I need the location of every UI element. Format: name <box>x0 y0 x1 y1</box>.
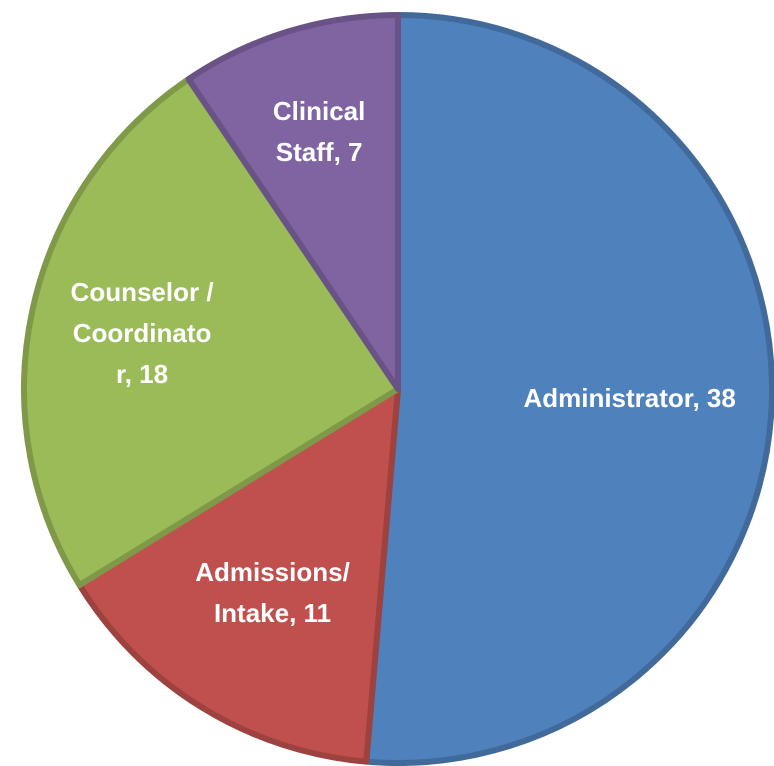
data-label-wrap: Clinical Staff, 7 <box>254 22 384 242</box>
data-label-wrap: Counselor / Coordinator, 18 <box>70 224 215 444</box>
data-label-box: Admissions/ Intake, 11 <box>193 483 353 703</box>
data-label: Clinical Staff, 7 <box>272 95 366 167</box>
data-label-box: Clinical Staff, 7 <box>254 22 384 242</box>
pie-slice <box>76 386 401 765</box>
data-label-wrap: Administrator, 38 <box>515 289 745 509</box>
pie-slice <box>185 12 401 392</box>
data-label-box: Counselor / Coordinator, 18 <box>70 224 215 444</box>
data-label: Administrator, 38 <box>523 383 736 414</box>
data-label: Counselor / Coordinator, 18 <box>70 277 214 390</box>
pie-slice <box>363 12 774 766</box>
pie-slice <box>21 76 401 589</box>
data-label-wrap: Admissions/ Intake, 11 <box>193 483 353 703</box>
data-label: Admissions/ Intake, 11 <box>195 556 350 628</box>
data-label-box: Administrator, 38 <box>515 289 745 509</box>
